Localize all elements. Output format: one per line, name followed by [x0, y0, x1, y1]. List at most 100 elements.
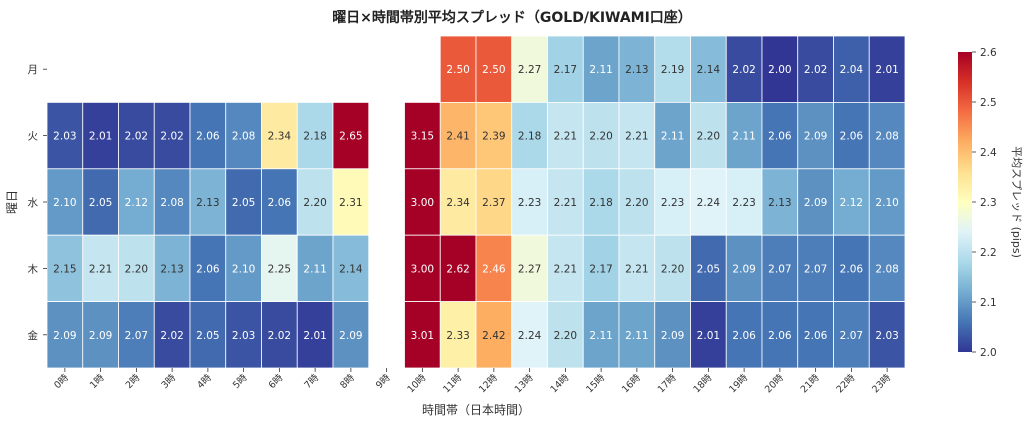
x-tick-label: 3時: [159, 372, 178, 391]
cell-value-label: 3.01: [411, 330, 434, 342]
heatmap-cell: [511, 301, 548, 369]
colorbar-tick-label: 2.2: [980, 247, 997, 259]
x-tick-label: 2時: [124, 372, 143, 391]
heatmap-cell: [153, 102, 191, 170]
heatmap-cell: [296, 234, 334, 302]
x-tick-label: 15時: [584, 372, 607, 395]
cell-value-label: 2.09: [804, 131, 827, 143]
cell-value-label: 2.07: [840, 330, 863, 342]
heatmap-cell: [833, 35, 870, 103]
x-tick-label: 16時: [620, 372, 643, 395]
colorbar-label: 平均スプレッド (pips): [1010, 146, 1023, 258]
cell-value-label: 2.14: [339, 263, 363, 275]
cell-value-label: 2.05: [196, 330, 219, 342]
heatmap-cell: [404, 168, 441, 236]
cell-value-label: 2.17: [554, 64, 577, 76]
heatmap-cell: [833, 234, 870, 302]
cell-value-label: 2.06: [804, 330, 828, 342]
cell-value-label: 2.11: [661, 131, 684, 143]
heatmap-cell: [118, 168, 155, 236]
cell-value-label: 2.23: [732, 197, 755, 209]
heatmap-cell: [475, 102, 513, 170]
cell-value-label: 2.31: [339, 197, 362, 209]
cell-value-label: 2.06: [196, 131, 220, 143]
cell-value-label: 2.50: [446, 64, 469, 76]
colorbar-ticks: 2.0 2.1 2.2 2.3 2.4 2.5 2.6: [972, 47, 997, 359]
heatmap-cell: [690, 35, 727, 103]
heatmap-cells: 2.50 2.50 2.27 2.17 2.11 2.13 2.19 2.14 2.02 2.00…: [46, 35, 906, 369]
x-tick-label: 19時: [727, 372, 750, 395]
heatmap-cell: [225, 102, 262, 170]
heatmap-cell: [118, 301, 155, 369]
x-tick-label: 13時: [513, 372, 536, 395]
heatmap-cell: [868, 102, 906, 170]
colorbar-tick-label: 2.1: [980, 297, 997, 309]
heatmap-cell: [153, 168, 191, 236]
cell-value-label: 2.20: [697, 131, 720, 143]
y-tick-label: 月: [28, 64, 39, 76]
heatmap-cell: [332, 301, 370, 369]
x-tick-label: 8時: [338, 372, 357, 391]
cell-value-label: 2.41: [446, 131, 469, 143]
colorbar: [958, 52, 972, 352]
heatmap-cell: [618, 102, 656, 170]
cell-value-label: 2.05: [232, 197, 255, 209]
cell-value-label: 2.24: [697, 197, 721, 209]
cell-value-label: 2.08: [160, 197, 183, 209]
y-axis-label: 曜日: [5, 190, 19, 214]
cell-value-label: 2.07: [768, 263, 791, 275]
heatmap-cell: [761, 234, 799, 302]
cell-value-label: 2.08: [875, 131, 898, 143]
x-tick-label: 11時: [441, 372, 464, 395]
cell-value-label: 2.18: [589, 197, 612, 209]
heatmap-cell: [582, 102, 620, 170]
cell-value-label: 2.08: [875, 263, 898, 275]
heatmap-cell: [439, 168, 477, 236]
heatmap-cell: [654, 301, 691, 369]
heatmap-cell: [618, 234, 656, 302]
colorbar-tick-label: 2.4: [980, 147, 997, 159]
x-tick-label: 12時: [477, 372, 500, 395]
y-tick-label: 木: [28, 263, 39, 275]
x-tick-label: 5時: [231, 372, 250, 391]
cell-value-label: 2.09: [339, 330, 362, 342]
heatmap-cell: [868, 234, 906, 302]
cell-value-label: 2.11: [303, 263, 326, 275]
cell-value-label: 2.21: [554, 197, 577, 209]
heatmap-cell: [690, 234, 727, 302]
x-tick-label: 22時: [834, 372, 857, 395]
cell-value-label: 2.19: [661, 64, 684, 76]
heatmap-cell: [296, 102, 334, 170]
cell-value-label: 2.12: [125, 197, 148, 209]
cell-value-label: 2.02: [268, 330, 291, 342]
x-tick-label: 18時: [691, 372, 714, 395]
cell-value-label: 2.20: [303, 197, 326, 209]
heatmap-cell: [511, 35, 548, 103]
cell-value-label: 2.09: [89, 330, 112, 342]
heatmap-cell: [261, 301, 298, 369]
cell-value-label: 2.09: [53, 330, 76, 342]
cell-value-label: 2.11: [732, 131, 755, 143]
heatmap-cell: [82, 301, 119, 369]
x-axis-label: 時間帯（日本時間）: [422, 403, 530, 417]
heatmap-cell: [261, 234, 298, 302]
y-tick-label: 火: [28, 131, 39, 143]
cell-value-label: 2.20: [554, 330, 577, 342]
cell-value-label: 2.13: [768, 197, 791, 209]
heatmap-cell: [725, 234, 763, 302]
heatmap-cell: [547, 301, 584, 369]
heatmap-cell: [46, 301, 84, 369]
cell-value-label: 2.09: [732, 263, 755, 275]
cell-value-label: 2.13: [160, 263, 183, 275]
cell-value-label: 2.03: [53, 131, 76, 143]
cell-value-label: 2.21: [554, 131, 577, 143]
cell-value-label: 2.05: [89, 197, 112, 209]
heatmap-cell: [761, 35, 799, 103]
cell-value-label: 2.13: [196, 197, 219, 209]
cell-value-label: 2.42: [482, 330, 505, 342]
heatmap-cell: [225, 301, 262, 369]
cell-value-label: 2.02: [732, 64, 755, 76]
cell-value-label: 2.23: [661, 197, 684, 209]
